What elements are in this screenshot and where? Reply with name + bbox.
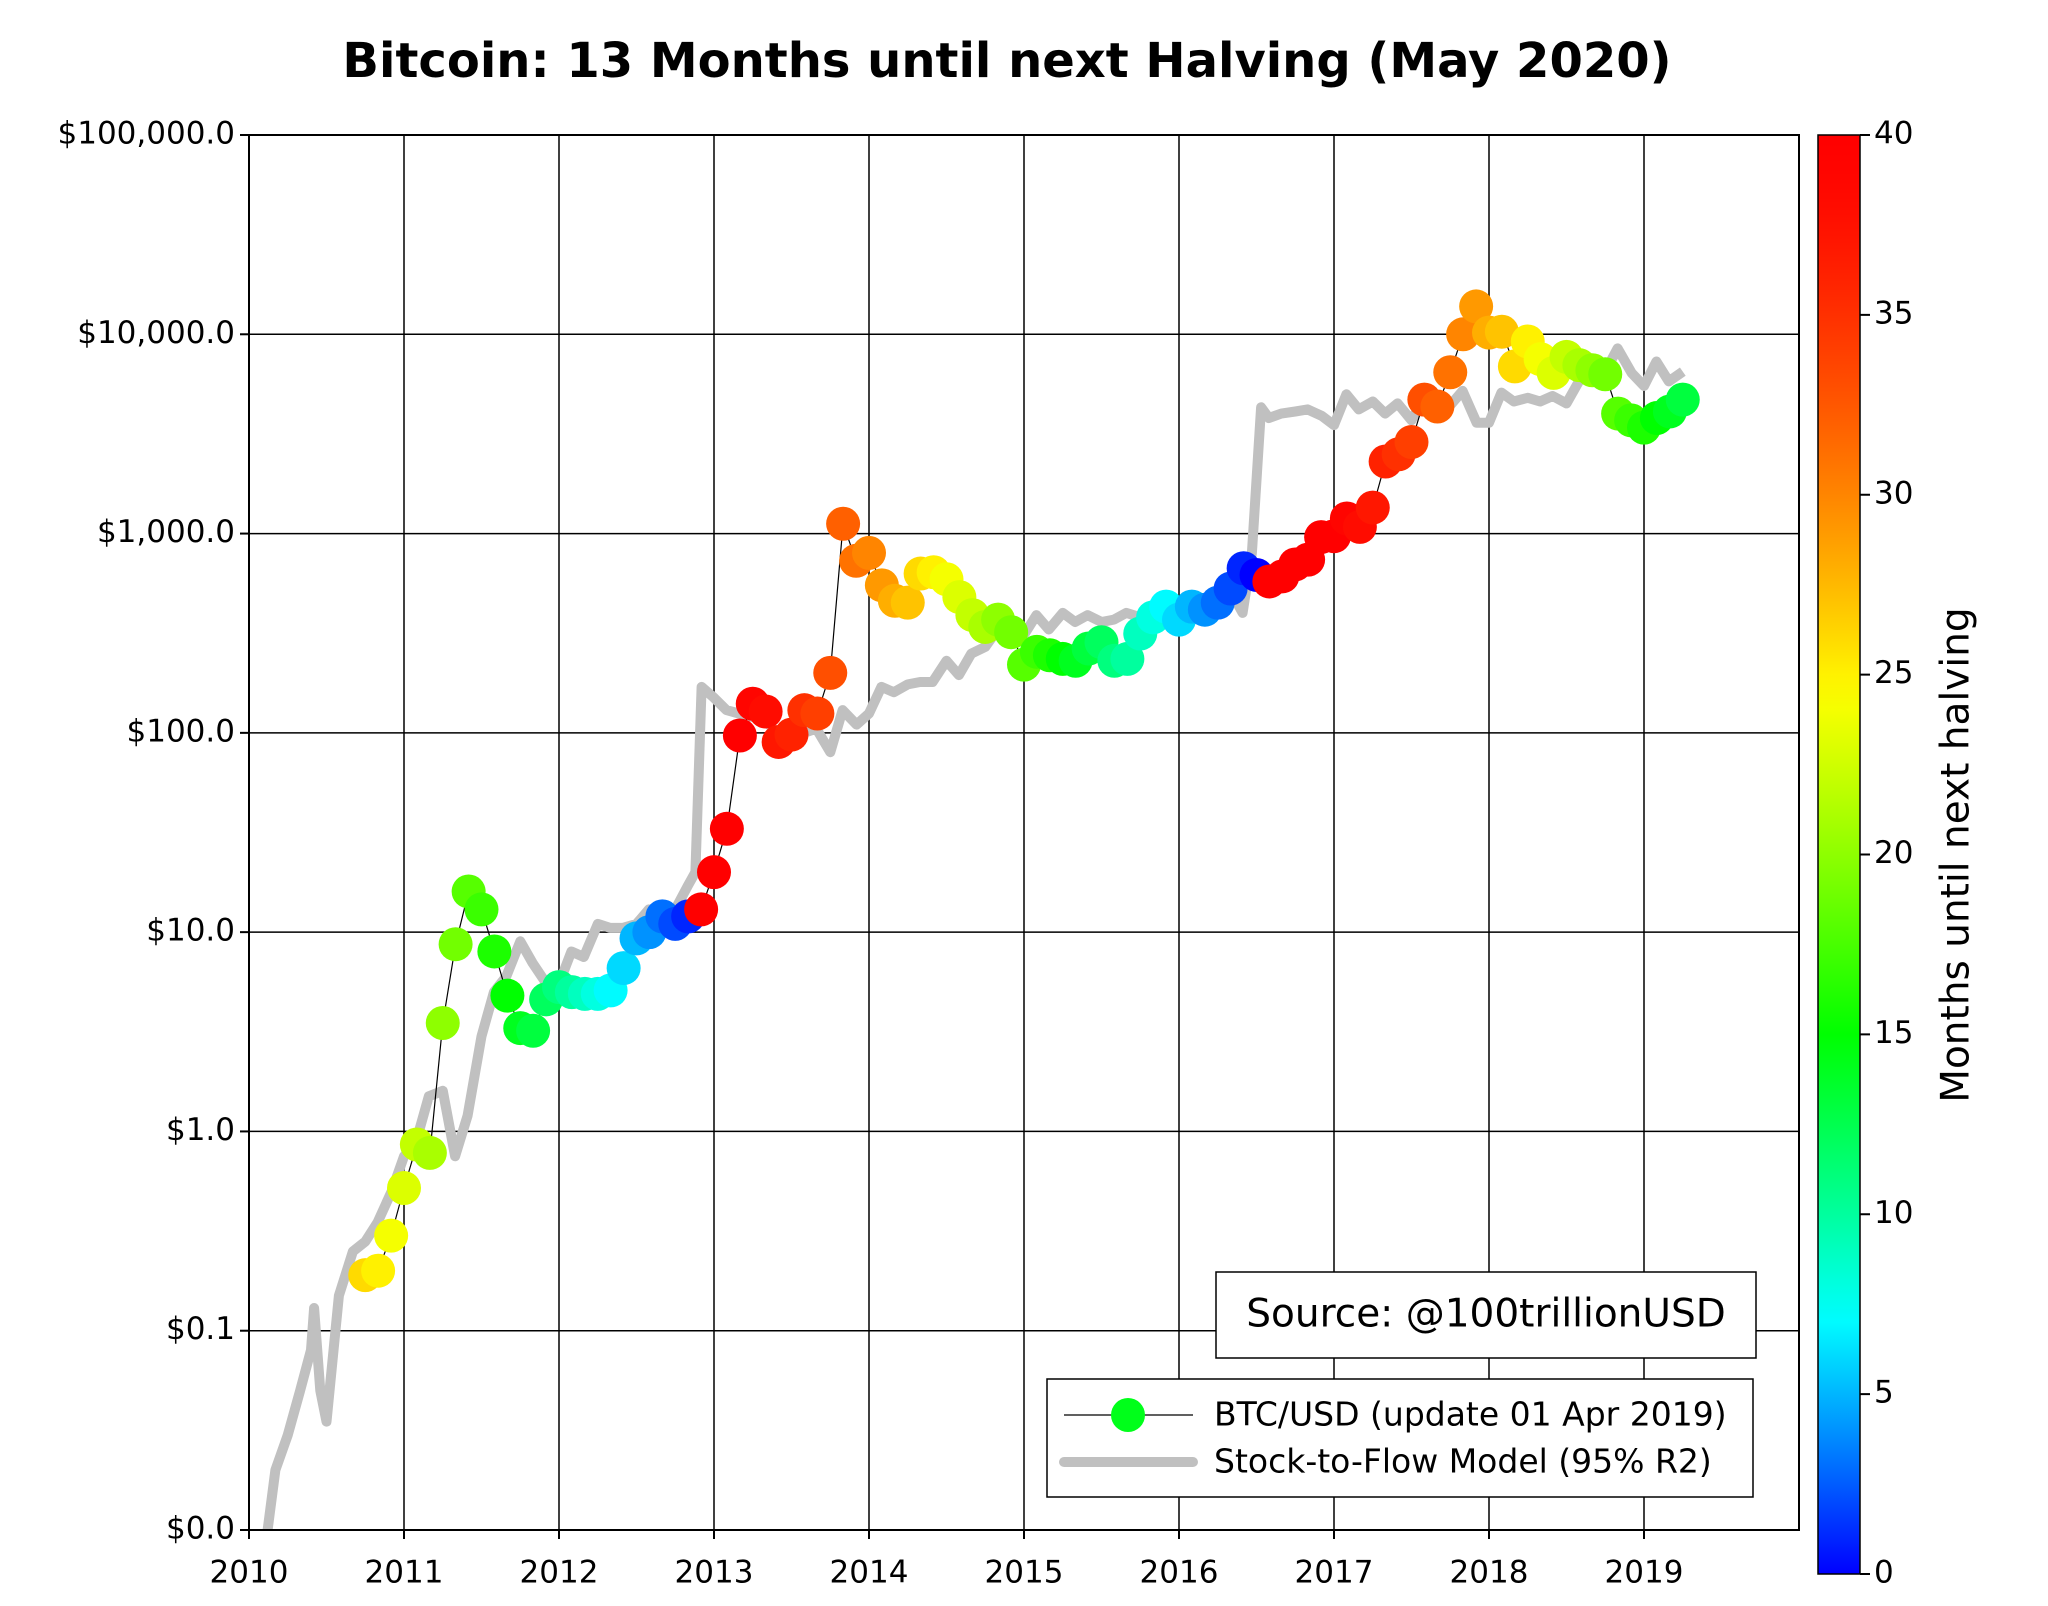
price-dot	[438, 927, 473, 962]
colorbar-tick-label: 15	[1874, 1015, 1913, 1051]
price-dot	[464, 892, 499, 927]
price-dot	[697, 855, 731, 890]
x-tick-label: 2016	[1140, 1555, 1219, 1591]
price-dot	[606, 951, 641, 986]
y-tick-label: $0.0	[166, 1511, 235, 1547]
x-tick-label: 2018	[1450, 1555, 1529, 1591]
y-tick-label: $0.1	[166, 1311, 235, 1347]
x-tick-label: 2015	[985, 1555, 1064, 1591]
annotation-box	[1215, 1271, 1757, 1359]
legend-label: BTC/USD (update 01 Apr 2019)	[1214, 1395, 1727, 1434]
price-dot	[490, 978, 525, 1013]
x-tick-label: 2011	[365, 1555, 444, 1591]
price-dot	[852, 535, 886, 570]
colorbar-tick-label: 5	[1874, 1375, 1894, 1411]
price-dot	[684, 892, 719, 927]
price-dot	[361, 1253, 396, 1288]
plot-frame	[248, 134, 1800, 1531]
price-dot	[1394, 425, 1429, 460]
y-tick-label: $1.0	[166, 1112, 235, 1148]
price-dot	[800, 696, 835, 731]
legend-box	[1046, 1378, 1754, 1498]
colorbar	[1817, 134, 1861, 1575]
colorbar-tick-label: 35	[1874, 295, 1913, 331]
price-dot	[1420, 389, 1455, 424]
y-tick-label: $1,000.0	[97, 514, 235, 550]
x-tick-label: 2014	[830, 1555, 909, 1591]
legend-label: Stock-to-Flow Model (95% R2)	[1214, 1442, 1712, 1481]
x-tick-label: 2017	[1295, 1555, 1374, 1591]
colorbar-tick-label: 40	[1874, 116, 1913, 152]
colorbar-label: Months until next halving	[1934, 607, 1979, 1102]
price-dot	[374, 1218, 409, 1253]
colorbar-tick-label: 25	[1874, 655, 1913, 691]
price-dot	[1588, 357, 1623, 392]
price-dot	[1110, 641, 1145, 676]
x-tick-label: 2010	[210, 1555, 289, 1591]
colorbar-tick-label: 0	[1874, 1555, 1894, 1591]
colorbar-tick-label: 10	[1874, 1195, 1913, 1231]
price-dot	[1433, 355, 1468, 390]
price-dot	[1355, 490, 1390, 525]
price-dot	[1665, 382, 1700, 417]
price-dot	[1484, 314, 1519, 349]
x-tick-label: 2012	[520, 1555, 599, 1591]
y-tick-label: $100,000.0	[58, 116, 236, 152]
price-dot	[387, 1171, 421, 1206]
dots	[348, 289, 1700, 1293]
price-dot	[994, 615, 1029, 650]
colorbar-axis: 0 5 10 15 20 25 30 35 40	[1860, 116, 1913, 1591]
price-dot	[516, 1013, 551, 1048]
x-tick-label: 2013	[675, 1555, 754, 1591]
chart-title: Bitcoin: 13 Months until next Halving (M…	[342, 33, 1671, 89]
annotation: Source: @100trillionUSD	[1246, 1292, 1726, 1337]
legend: BTC/USD (update 01 Apr 2019) Stock-to-Flo…	[1059, 1395, 1727, 1481]
price-dot	[709, 811, 744, 846]
price-dot	[477, 934, 512, 969]
price-dot	[748, 694, 783, 729]
price-dot	[412, 1135, 447, 1170]
colorbar-tick-label: 20	[1874, 835, 1913, 871]
legend-marker	[1111, 1398, 1145, 1432]
y-tick-label: $10,000.0	[77, 315, 235, 351]
y-tick-label: $100.0	[127, 713, 235, 749]
colorbar-tick-label: 30	[1874, 475, 1913, 511]
price-dot	[890, 585, 925, 620]
y-tick-label: $10.0	[146, 913, 235, 949]
price-dot	[1446, 317, 1481, 352]
price-dot	[1459, 289, 1494, 324]
price-dot	[826, 506, 861, 541]
price-dot	[813, 655, 848, 690]
price-dot	[425, 1006, 460, 1041]
price-dot	[722, 718, 757, 753]
x-tick-label: 2019	[1605, 1555, 1684, 1591]
